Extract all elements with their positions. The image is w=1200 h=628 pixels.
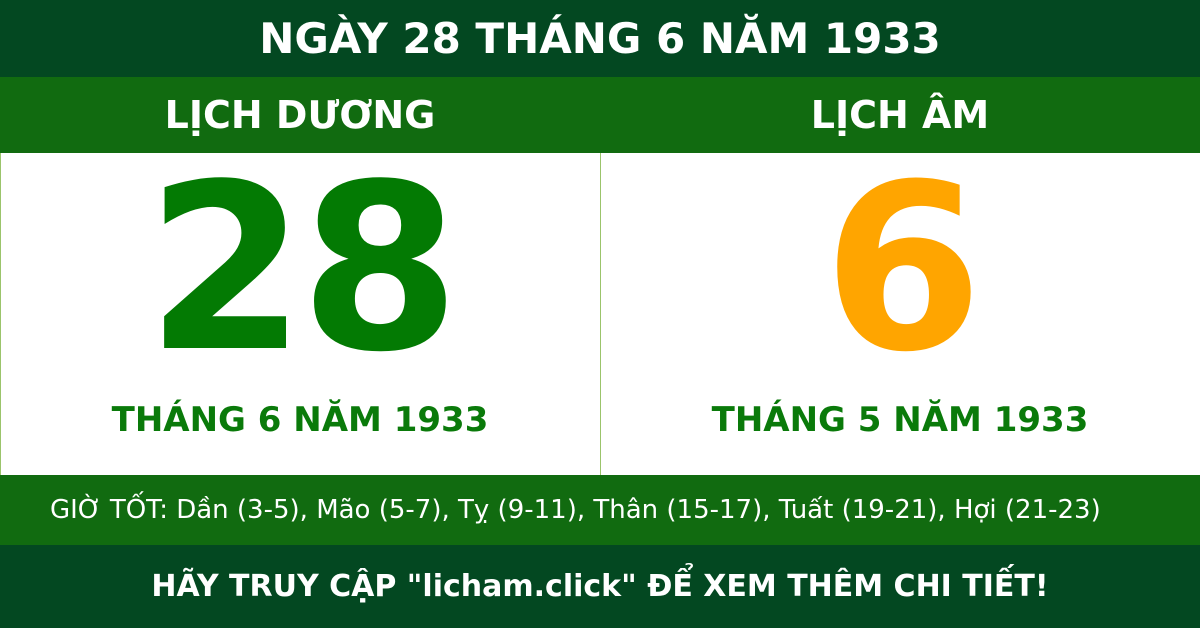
solar-calendar-label: LỊCH DƯƠNG — [164, 93, 436, 137]
lunar-month-year: THÁNG 5 NĂM 1933 — [711, 400, 1089, 440]
solar-month-year: THÁNG 6 NĂM 1933 — [111, 400, 489, 440]
left-border — [0, 153, 1, 475]
lunar-calendar-label: LỊCH ÂM — [810, 93, 990, 137]
footer-cta: HÃY TRUY CẬP "licham.click" ĐỂ XEM THÊM … — [0, 545, 1200, 628]
column-divider — [600, 153, 601, 475]
calendar-headers: LỊCH DƯƠNG LỊCH ÂM — [0, 77, 1200, 153]
good-hours: GIỜ TỐT: Dần (3-5), Mão (5-7), Tỵ (9-11)… — [0, 475, 1200, 545]
solar-day: 28 — [145, 136, 460, 403]
page-title: NGÀY 28 THÁNG 6 NĂM 1933 — [0, 0, 1200, 77]
lunar-day: 6 — [822, 136, 983, 403]
